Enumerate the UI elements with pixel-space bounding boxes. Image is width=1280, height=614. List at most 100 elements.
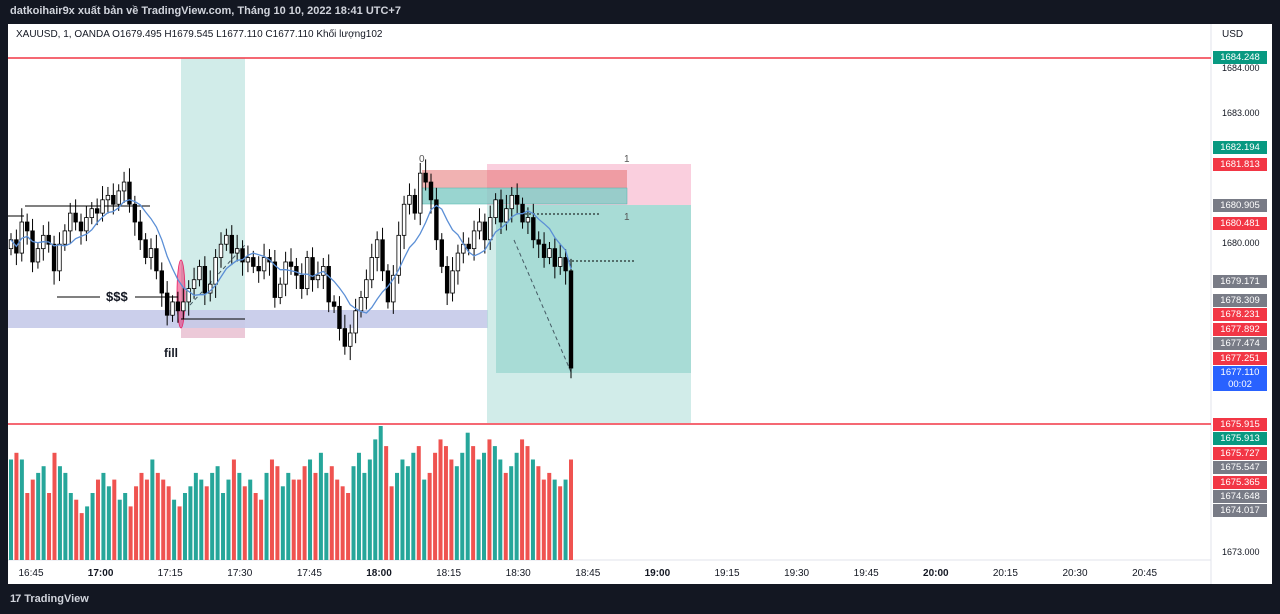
volume-bar[interactable]: [373, 439, 378, 560]
volume-bar[interactable]: [106, 486, 111, 560]
volume-bar[interactable]: [416, 446, 421, 560]
candle[interactable]: [364, 279, 369, 298]
candle[interactable]: [170, 301, 175, 316]
volume-bar[interactable]: [172, 499, 177, 560]
volume-bar[interactable]: [188, 486, 193, 560]
candle[interactable]: [568, 270, 574, 369]
candle[interactable]: [127, 181, 132, 205]
volume-bar[interactable]: [231, 459, 236, 561]
volume-bar[interactable]: [313, 472, 318, 560]
volume-bar[interactable]: [297, 479, 302, 560]
volume-bar[interactable]: [19, 459, 24, 561]
volume-bar[interactable]: [405, 466, 410, 560]
volume-bar[interactable]: [237, 472, 242, 560]
volume-bar[interactable]: [57, 466, 62, 560]
volume-bar[interactable]: [503, 472, 508, 560]
candle[interactable]: [455, 252, 461, 272]
volume-bar[interactable]: [193, 472, 198, 560]
volume-bar[interactable]: [25, 493, 30, 560]
volume-bar[interactable]: [569, 459, 573, 561]
candle[interactable]: [514, 194, 520, 205]
volume-bar[interactable]: [492, 446, 497, 560]
volume-bar[interactable]: [438, 439, 443, 560]
candle[interactable]: [46, 234, 51, 245]
candle[interactable]: [94, 208, 100, 214]
volume-bar[interactable]: [411, 452, 416, 560]
candle[interactable]: [256, 266, 261, 272]
candle[interactable]: [288, 261, 294, 267]
candle[interactable]: [272, 261, 278, 298]
volume-bar[interactable]: [362, 472, 367, 560]
candle[interactable]: [159, 270, 164, 294]
candle[interactable]: [493, 199, 498, 218]
candle[interactable]: [541, 243, 547, 258]
volume-bar[interactable]: [449, 459, 454, 561]
volume-bar[interactable]: [465, 432, 470, 560]
candle[interactable]: [337, 305, 342, 329]
volume-bar[interactable]: [275, 466, 280, 560]
candle[interactable]: [358, 297, 364, 312]
candle[interactable]: [224, 234, 229, 245]
volume-bar[interactable]: [117, 499, 122, 560]
volume-bar[interactable]: [536, 466, 541, 560]
candle[interactable]: [245, 257, 251, 263]
candle[interactable]: [563, 257, 568, 272]
candle[interactable]: [100, 199, 105, 214]
candle[interactable]: [353, 310, 358, 334]
candle[interactable]: [283, 261, 288, 285]
candle[interactable]: [391, 274, 396, 303]
candle[interactable]: [331, 301, 337, 307]
volume-bar[interactable]: [351, 466, 356, 560]
volume-bar[interactable]: [215, 466, 220, 560]
volume-bar[interactable]: [308, 459, 313, 561]
candle[interactable]: [111, 194, 116, 205]
candle[interactable]: [477, 221, 482, 232]
volume-bar[interactable]: [150, 459, 155, 561]
volume-bar[interactable]: [400, 459, 405, 561]
volume-bar[interactable]: [30, 479, 35, 560]
volume-bar[interactable]: [68, 493, 73, 560]
volume-bar[interactable]: [384, 446, 389, 560]
candle[interactable]: [407, 194, 412, 205]
volume-bar[interactable]: [47, 493, 52, 560]
volume-bar[interactable]: [520, 439, 525, 560]
volume-bar[interactable]: [90, 493, 95, 560]
symbol-legend[interactable]: XAUUSD, 1, OANDA O1679.495 H1679.545 L16…: [16, 29, 383, 40]
fib-box-teal[interactable]: [421, 187, 628, 205]
candle[interactable]: [78, 221, 84, 232]
volume-bar[interactable]: [433, 452, 438, 560]
candle[interactable]: [304, 257, 310, 290]
fib-box-red[interactable]: [422, 170, 627, 188]
volume-bar[interactable]: [324, 472, 329, 560]
volume-bar[interactable]: [476, 459, 481, 561]
volume-bar[interactable]: [547, 472, 552, 560]
volume-bar[interactable]: [95, 479, 100, 560]
candle[interactable]: [342, 328, 348, 347]
candle[interactable]: [380, 239, 385, 272]
volume-bar[interactable]: [471, 446, 476, 560]
fill-zone-green[interactable]: [181, 58, 245, 338]
candle[interactable]: [396, 234, 401, 276]
candle[interactable]: [434, 199, 439, 241]
demand-zone-blue[interactable]: [8, 310, 488, 328]
candle[interactable]: [138, 221, 143, 241]
candle[interactable]: [62, 230, 68, 245]
volume-bar[interactable]: [487, 439, 492, 560]
volume-bar[interactable]: [41, 466, 46, 560]
candle[interactable]: [504, 208, 509, 223]
candle[interactable]: [73, 212, 78, 223]
volume-bar[interactable]: [242, 486, 247, 560]
volume-bar[interactable]: [14, 452, 19, 560]
candle[interactable]: [348, 332, 353, 347]
volume-bar[interactable]: [36, 472, 41, 560]
candle[interactable]: [218, 243, 224, 258]
candle[interactable]: [229, 234, 234, 254]
tradingview-logo[interactable]: 17 TradingView: [10, 593, 89, 605]
volume-bar[interactable]: [329, 466, 334, 560]
candle[interactable]: [315, 274, 321, 281]
volume-bar[interactable]: [210, 472, 215, 560]
volume-bar[interactable]: [378, 426, 383, 560]
candle[interactable]: [326, 266, 331, 303]
candle[interactable]: [213, 257, 218, 285]
